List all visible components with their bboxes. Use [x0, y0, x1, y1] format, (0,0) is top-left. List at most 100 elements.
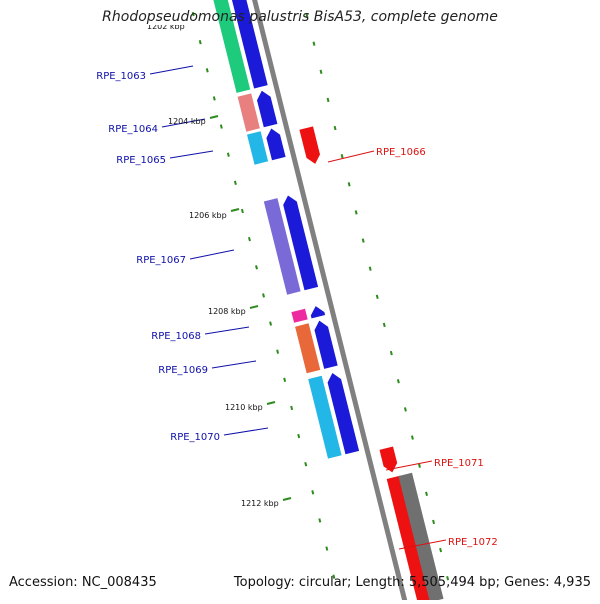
leader-line-rpe-1072	[398, 539, 447, 550]
right-tick	[347, 182, 351, 187]
gene-block-rpe-1068	[291, 308, 308, 323]
gene-blocks	[213, 0, 444, 604]
right-tick	[326, 97, 330, 103]
right-tick	[418, 463, 421, 468]
left-tick	[191, 11, 195, 17]
leader-line-rpe-1067	[189, 249, 235, 260]
left-tick	[198, 40, 202, 45]
right-tick	[368, 266, 372, 271]
right-tick	[375, 294, 379, 300]
left-tick	[269, 321, 273, 326]
gene-block-rpe-1070-b	[327, 373, 360, 455]
left-tick	[226, 152, 230, 157]
left-tick	[262, 293, 265, 298]
left-tick	[233, 180, 237, 186]
right-tick	[410, 435, 414, 440]
left-tick	[283, 377, 287, 382]
left-tick	[311, 490, 315, 495]
kbp-markers: 1202 kbp 1204 kbp 1206 kbp 1208 kbp 1210 kbp…	[147, 22, 292, 508]
kbp-marker-1208-kbp: 1208 kbp	[208, 307, 246, 316]
kbp-marker-1206-kbp: 1206 kbp	[189, 211, 227, 220]
left-tick	[219, 124, 223, 129]
kbp-tick	[249, 305, 259, 309]
gene-block-rpe-1066	[299, 126, 320, 164]
gene-block-rpe-1072	[386, 475, 432, 604]
right-tick	[403, 407, 407, 412]
right-tick	[319, 69, 323, 74]
gene-label-rpe-1069: RPE_1069	[158, 365, 208, 376]
left-tick	[325, 546, 329, 551]
left-tick	[276, 349, 280, 354]
right-tick	[340, 154, 344, 159]
right-tick	[382, 322, 386, 328]
gene-block-rpe-1065-b	[266, 128, 286, 161]
gene-label-rpe-1067: RPE_1067	[136, 255, 186, 266]
right-tick	[354, 210, 358, 215]
right-tick	[396, 379, 400, 384]
gene-block-rpe-1065	[247, 131, 269, 165]
kbp-marker-1210-kbp: 1210 kbp	[225, 403, 263, 412]
left-tick	[240, 208, 244, 214]
gene-block-rpe-1067	[263, 198, 301, 295]
gene-block-rpe-1070	[308, 375, 342, 459]
gene-block-rpe-1063-b	[231, 0, 268, 89]
gene-label-rpe-1072: RPE_1072	[448, 537, 498, 548]
gene-block-rpe-1069-b	[314, 320, 338, 369]
right-tick	[425, 491, 428, 496]
right-tick	[446, 575, 450, 581]
gene-label-rpe-1066: RPE_1066	[376, 147, 426, 158]
left-tick	[212, 96, 216, 101]
gene-label-rpe-1068: RPE_1068	[151, 331, 201, 342]
kbp-marker-1204-kbp: 1204 kbp	[168, 117, 206, 126]
genome-backbone	[252, 0, 409, 604]
gene-label-rpe-1063: RPE_1063	[96, 71, 146, 82]
kbp-marker-1212-kbp: 1212 kbp	[241, 499, 279, 508]
kbp-marker-1202-kbp: 1202 kbp	[147, 22, 185, 31]
leader-line-rpe-1071	[385, 460, 433, 471]
leader-line-rpe-1063	[149, 65, 194, 75]
leader-line-rpe-1068	[204, 326, 250, 335]
leader-line-rpe-1066	[327, 150, 375, 163]
leader-line-rpe-1070	[223, 427, 269, 436]
kbp-tick	[266, 401, 276, 405]
left-tick	[290, 405, 294, 411]
right-tick	[305, 13, 309, 18]
left-tick	[297, 433, 301, 439]
leader-line-rpe-1069	[211, 360, 257, 369]
map-title: Rhodopseudomonas palustris BisA53, compl…	[102, 9, 498, 25]
gene-block-rpe-1067-b	[283, 195, 319, 291]
gene-label-rpe-1071: RPE_1071	[434, 458, 484, 469]
gene-block-rpe-1072-b	[398, 472, 444, 603]
gene-label-rpe-1065: RPE_1065	[116, 155, 166, 166]
left-tick	[332, 574, 336, 579]
tick-marks	[191, 11, 450, 604]
right-tick	[361, 238, 365, 243]
gene-block-rpe-1069	[295, 323, 321, 374]
kbp-tick	[230, 208, 240, 212]
leader-line-rpe-1065	[169, 150, 214, 159]
left-tick	[248, 236, 251, 242]
right-tick	[312, 41, 316, 46]
left-tick	[318, 518, 322, 523]
leader-line-rpe-1064	[161, 118, 206, 128]
gene-label-rpe-1064: RPE_1064	[108, 124, 158, 135]
right-tick	[432, 519, 435, 525]
kbp-tick	[282, 497, 292, 501]
kbp-tick	[209, 115, 219, 119]
gene-labels: RPE_1063 RPE_1064 RPE_1065 RPE_1066 RPE_1067…	[96, 65, 498, 550]
gene-block-rpe-1064	[237, 93, 260, 132]
genome-stats-text: Topology: circular; Length: 5,505,494 bp…	[233, 575, 591, 590]
gene-block-rpe-1064-b	[257, 90, 278, 128]
left-tick	[205, 68, 209, 73]
right-tick	[333, 125, 337, 131]
gene-label-rpe-1070: RPE_1070	[170, 432, 220, 443]
accession-text: Accession: NC_008435	[9, 575, 157, 590]
left-tick	[255, 265, 258, 270]
gene-block-rpe-1068-b	[310, 306, 326, 319]
gene-block-rpe-1063	[213, 0, 251, 93]
right-tick	[389, 350, 393, 356]
right-tick	[439, 547, 443, 553]
backbone-line	[252, 0, 409, 604]
